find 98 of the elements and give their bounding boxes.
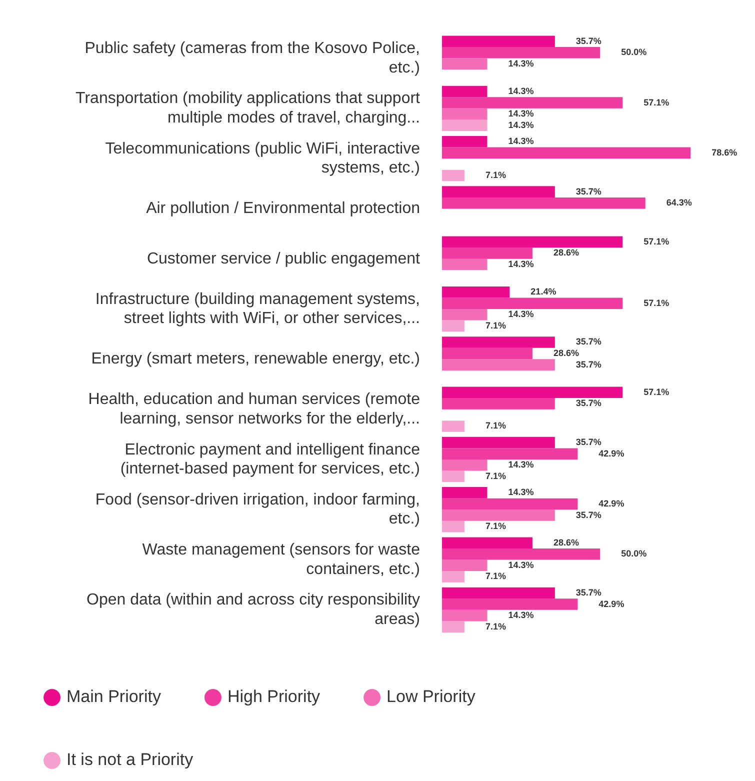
bar [442, 448, 578, 460]
data-label: 35.7% [576, 359, 602, 370]
data-label: 28.6% [553, 537, 579, 548]
bar [442, 248, 532, 259]
data-label: 14.3% [508, 136, 534, 146]
bar [442, 420, 464, 432]
bar [442, 170, 464, 182]
data-label: 57.1% [644, 298, 670, 308]
y-tick-label: Health, education and human services (remote learning, sensor networks for the elderly,... [88, 391, 420, 428]
bar [442, 97, 623, 108]
bar [442, 236, 623, 248]
bar [442, 36, 555, 47]
data-label: 14.3% [508, 259, 534, 269]
data-label: 50.0% [621, 47, 647, 58]
data-label: 14.3% [508, 86, 534, 96]
y-tick-label: Food (sensor-driven irrigation, indoor farming, etc.) [95, 491, 420, 528]
legend-label: It is not a Priority [66, 750, 194, 770]
legend-label: Main Priority [66, 687, 162, 706]
data-label: 57.1% [644, 97, 670, 108]
y-tick-label: Public safety (cameras from the Kosovo Police, etc.) [84, 40, 420, 76]
bar [442, 197, 646, 209]
bar [442, 136, 488, 148]
data-label: 7.1% [485, 170, 506, 180]
bar [442, 571, 464, 582]
bar [442, 348, 532, 360]
data-label: 35.7% [576, 398, 602, 408]
legend-label: Low Priority [386, 687, 476, 706]
data-label: 50.0% [621, 548, 647, 559]
bar [442, 436, 555, 448]
y-tick-label: Air pollution / Environmental protection [146, 200, 420, 218]
y-tick-label: Transportation (mobility applications that support multiple modes of travel, charging... [76, 90, 421, 126]
data-label: 14.3% [508, 58, 534, 68]
data-label: 64.3% [666, 198, 692, 208]
bar [442, 336, 555, 348]
data-label: 14.3% [508, 108, 534, 119]
bar [442, 258, 488, 270]
data-label: 21.4% [530, 286, 556, 297]
y-tick-label: Telecommunications (public WiFi, interactive systems, etc.) [105, 140, 420, 177]
bar [442, 309, 488, 320]
data-label: 7.1% [485, 470, 506, 481]
bar [442, 520, 464, 532]
data-label: 14.3% [508, 487, 534, 498]
y-tick-label: Electronic payment and intelligent finance (internet-based payment for services, etc.) [120, 441, 420, 478]
data-label: 42.9% [598, 598, 624, 609]
y-tick-label: Open data (within and across city responsibility areas) [86, 592, 420, 628]
bar [442, 46, 600, 58]
bar [442, 548, 600, 560]
bar [442, 470, 464, 482]
data-label: 14.3% [508, 120, 534, 130]
data-label: 7.1% [485, 320, 506, 330]
legend-label: High Priority [227, 687, 321, 706]
data-label: 35.7% [576, 186, 602, 196]
y-tick-label: Customer service / public engagement [146, 250, 421, 268]
y-tick-label: Energy (smart meters, renewable energy, etc.) [91, 350, 420, 368]
bar [442, 58, 488, 70]
y-tick-label: Waste management (sensors for waste containers, etc.) [142, 542, 420, 578]
data-label: 14.3% [508, 560, 534, 570]
bar [442, 186, 555, 198]
bar [442, 386, 623, 398]
data-label: 28.6% [553, 348, 579, 358]
data-label: 35.7% [576, 36, 602, 46]
bar [442, 286, 510, 298]
bar [442, 610, 488, 622]
data-label: 14.3% [508, 460, 534, 470]
bar [442, 510, 555, 521]
data-label: 7.1% [485, 571, 506, 582]
bar [442, 359, 555, 370]
bar [442, 398, 555, 410]
data-label: 7.1% [485, 420, 506, 431]
bar [442, 108, 488, 120]
data-label: 35.7% [576, 437, 602, 448]
y-tick-label: Infrastructure (building management systems, street lights with WiFi, or other services,... [95, 290, 420, 328]
data-label: 78.6% [712, 147, 738, 158]
bar [442, 498, 578, 510]
data-label: 7.1% [485, 621, 506, 632]
data-label: 35.7% [576, 510, 602, 520]
data-label: 35.7% [576, 587, 602, 598]
bar [442, 459, 488, 471]
bar [442, 487, 488, 498]
data-label: 57.1% [644, 236, 670, 246]
data-label: 42.9% [598, 448, 624, 458]
data-label: 35.7% [576, 336, 602, 347]
data-label: 28.6% [553, 248, 579, 258]
data-label: 42.9% [598, 498, 624, 508]
bar [442, 320, 464, 332]
bar [442, 587, 555, 599]
data-label: 14.3% [508, 309, 534, 320]
bar [442, 298, 623, 310]
bar [442, 86, 488, 98]
bar [442, 120, 488, 131]
bar [442, 621, 464, 632]
bar [442, 537, 532, 548]
bar [442, 147, 691, 159]
data-label: 14.3% [508, 610, 534, 620]
data-label: 7.1% [485, 521, 506, 532]
data-label: 57.1% [644, 386, 670, 397]
bar [442, 560, 488, 572]
bar [442, 598, 578, 610]
